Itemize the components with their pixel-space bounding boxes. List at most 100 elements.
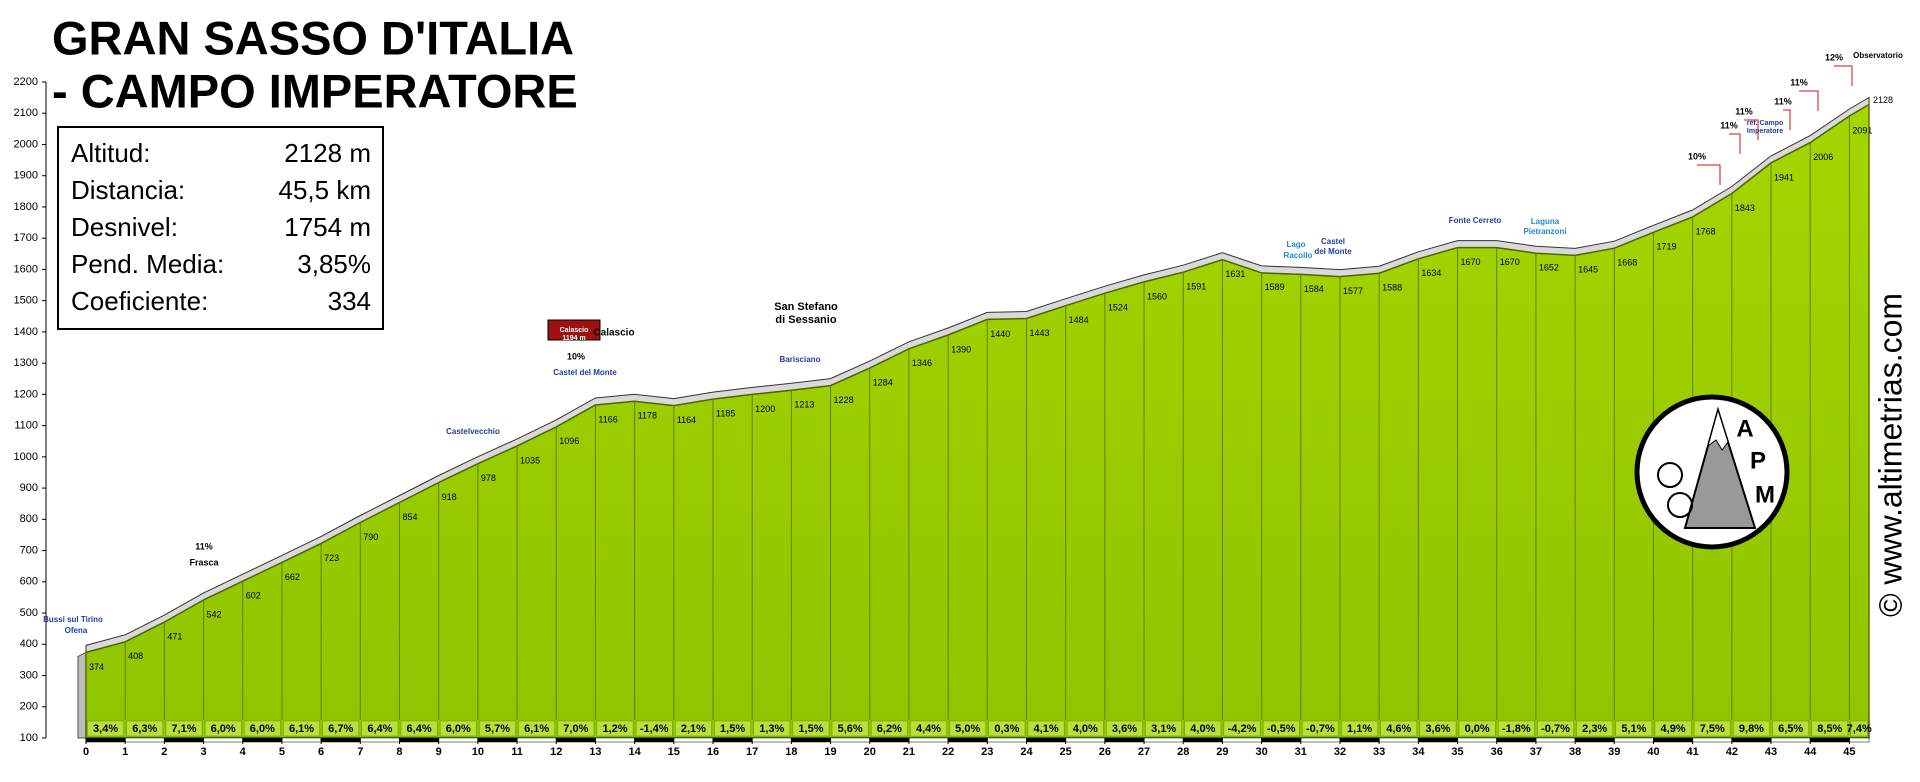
gradient-label: 1,5% <box>720 723 745 735</box>
x-axis-strip <box>1300 737 1341 743</box>
x-tick-label: 37 <box>1530 746 1542 758</box>
gradient-cell <box>753 720 791 737</box>
gradient-cell <box>1027 720 1065 737</box>
gradient-cell <box>1772 720 1809 737</box>
annotation: Calascio <box>560 327 589 334</box>
gradient-label: 4,0% <box>1190 723 1215 735</box>
gradient-cell <box>243 720 281 737</box>
gradient-cell <box>949 720 987 737</box>
elevation-label: 1035 <box>520 455 540 465</box>
x-tick-label: 28 <box>1177 746 1189 758</box>
elevation-label: 1668 <box>1617 258 1637 268</box>
gradient-cell <box>635 720 673 737</box>
x-axis-strip <box>85 737 126 743</box>
stat-value: 45,5 km <box>279 175 372 205</box>
elevation-label: 1096 <box>559 436 579 446</box>
elevation-label: 1631 <box>1225 269 1245 279</box>
gradient-cell <box>1733 720 1770 737</box>
elevation-label: 1166 <box>598 414 617 424</box>
gradient-label: 6,1% <box>289 723 314 735</box>
x-axis-strip <box>1770 737 1811 743</box>
x-axis-strip <box>712 737 753 743</box>
x-tick-label: 29 <box>1216 746 1228 758</box>
gradient-label: 1,3% <box>759 723 784 735</box>
gradient-cell <box>479 720 516 737</box>
x-axis-strip <box>1339 737 1380 743</box>
annotation: 11% <box>195 541 213 551</box>
gradient-label: 6,0% <box>250 723 275 735</box>
x-axis-strip <box>947 737 988 743</box>
elevation-label: 854 <box>402 512 417 522</box>
gradient-label: 4,0% <box>1073 723 1098 735</box>
gradient-label: 7,1% <box>171 723 196 735</box>
x-axis-strip <box>555 737 596 743</box>
x-axis-strip <box>1261 737 1302 743</box>
annotation: 12% <box>1825 52 1843 62</box>
gradient-cell <box>518 720 555 737</box>
gradient-label: -0,5% <box>1267 723 1296 735</box>
gradient-cell <box>322 720 360 737</box>
x-tick-label: 19 <box>824 746 836 758</box>
annotation: réf. Campo <box>1747 120 1784 127</box>
elevation-label: 471 <box>167 631 182 641</box>
annotation: Castelvecchio <box>446 427 500 436</box>
x-tick-label: 7 <box>357 746 363 758</box>
leader-line <box>1697 164 1721 185</box>
elevation-label: 374 <box>89 662 104 672</box>
y-tick-label: 900 <box>20 482 38 494</box>
x-axis-strip <box>399 737 439 743</box>
y-tick-label: 1400 <box>14 326 38 338</box>
gradient-cell <box>1066 720 1104 737</box>
gradient-label: 3,6% <box>1112 723 1137 735</box>
x-tick-label: 31 <box>1295 746 1307 758</box>
stat-value: 2128 m <box>284 138 371 168</box>
gradient-label: 0,0% <box>1465 723 1490 735</box>
gradient-label: 6,2% <box>877 723 902 735</box>
gradient-label: -1,8% <box>1502 723 1531 735</box>
gradient-label: 1,5% <box>798 723 823 735</box>
x-tick-label: 22 <box>942 746 954 758</box>
elevation-label: 978 <box>481 473 496 483</box>
annotation: Castel del Monte <box>553 368 617 377</box>
gradient-cell <box>1693 720 1731 737</box>
x-axis-strip <box>1182 737 1223 743</box>
elevation-label: 2128 <box>1873 95 1893 105</box>
elevation-label: 1560 <box>1147 291 1167 301</box>
gradient-cell <box>831 720 869 737</box>
gradient-cell <box>1302 720 1339 737</box>
elevation-label: 1284 <box>873 378 893 388</box>
gradient-cell <box>870 720 908 737</box>
stats-box <box>57 126 384 330</box>
gradient-cell <box>361 720 399 737</box>
logo-letter: P <box>1750 447 1766 474</box>
y-tick-label: 2000 <box>14 138 38 150</box>
gradient-cell <box>283 720 320 737</box>
x-tick-label: 41 <box>1687 746 1699 758</box>
x-tick-label: 27 <box>1138 746 1150 758</box>
gradient-cell <box>1223 720 1261 737</box>
annotation: 10% <box>1688 151 1706 161</box>
gradient-label: 4,4% <box>916 723 941 735</box>
annotation: Observatorio <box>1853 51 1903 60</box>
x-axis-strip <box>673 737 714 743</box>
gradient-label: 6,1% <box>524 723 549 735</box>
elevation-label: 1577 <box>1343 286 1363 296</box>
annotation: 11% <box>1790 77 1808 87</box>
x-axis-strip <box>360 737 400 743</box>
gradient-label: 8,5% <box>1817 723 1842 735</box>
x-tick-label: 3 <box>200 746 206 758</box>
x-axis-strip <box>1574 737 1615 743</box>
gradient-cell <box>910 720 947 737</box>
elevation-label: 2091 <box>1852 125 1872 135</box>
annotation: San Stefano <box>774 301 838 313</box>
gradient-cell <box>1537 720 1574 737</box>
gradient-cell <box>1576 720 1614 737</box>
x-axis-strip <box>477 737 518 743</box>
x-axis-strip <box>1378 737 1419 743</box>
stat-label: Distancia: <box>71 175 185 205</box>
elevation-label: 2006 <box>1813 152 1833 162</box>
x-axis-strip <box>791 737 831 743</box>
gradient-label: -0,7% <box>1541 723 1570 735</box>
elevation-label: 1589 <box>1265 282 1285 292</box>
